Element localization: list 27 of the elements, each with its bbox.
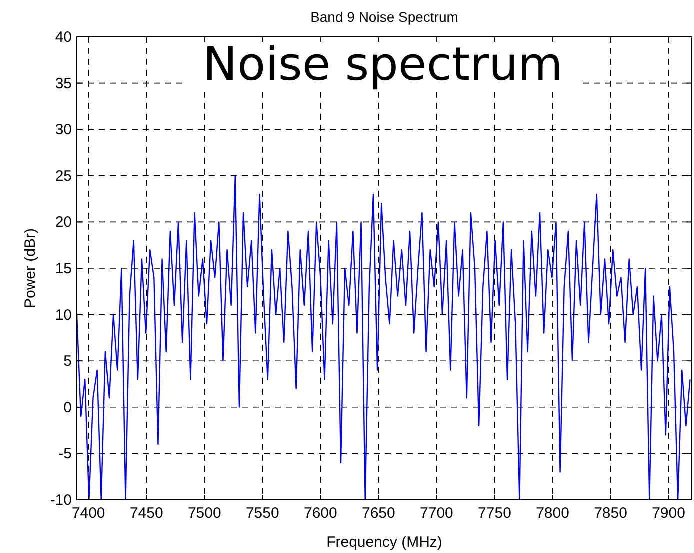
y-tick-label: 35 — [55, 75, 72, 92]
chart-title: Band 9 Noise Spectrum — [310, 9, 458, 25]
y-tick-label: 15 — [55, 260, 72, 278]
y-tick-label: -10 — [50, 492, 72, 509]
x-tick-label: 7650 — [362, 505, 396, 522]
y-tick-label: 0 — [64, 399, 72, 416]
x-tick-label: 7850 — [594, 505, 628, 522]
x-tick-label: 7750 — [478, 505, 512, 522]
annotation: Noise spectrum — [203, 37, 563, 91]
x-tick-label: 7800 — [536, 505, 570, 522]
y-tick-label: 5 — [64, 353, 72, 370]
x-tick-label: 7600 — [304, 505, 338, 522]
y-tick-label: 20 — [55, 214, 72, 232]
y-tick-label: 25 — [55, 168, 72, 185]
line-series — [77, 175, 691, 500]
y-tick-label: 30 — [55, 122, 72, 139]
x-tick-label: 7400 — [72, 505, 106, 522]
y-tick-label: 10 — [55, 306, 72, 324]
y-tick-label: -5 — [58, 446, 72, 463]
x-tick-label: 7700 — [420, 505, 454, 522]
y-axis-title: Power (dBr) — [22, 228, 39, 309]
y-tick-label: 40 — [55, 29, 72, 46]
x-tick-label: 7500 — [188, 505, 222, 522]
x-tick-label: 7450 — [130, 505, 164, 522]
x-tick-label: 7900 — [652, 505, 686, 522]
x-tick-label: 7550 — [246, 505, 280, 522]
x-axis-title: Frequency (MHz) — [326, 534, 442, 551]
